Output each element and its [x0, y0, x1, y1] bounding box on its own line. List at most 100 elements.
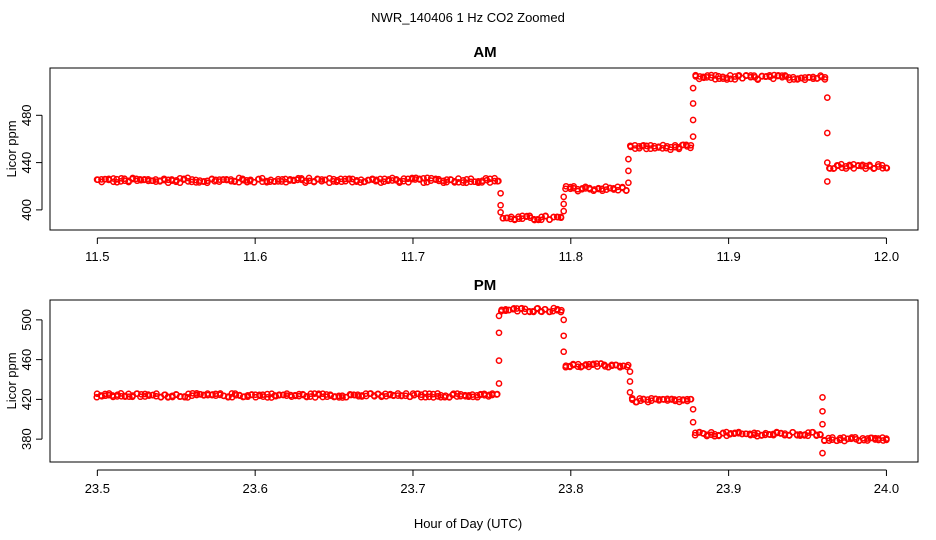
panel-pm-frame [49, 299, 919, 463]
data-point [537, 216, 545, 224]
data-point [655, 396, 663, 403]
data-point [793, 431, 801, 439]
data-point [149, 391, 156, 399]
data-point [275, 391, 283, 399]
transition-point [560, 200, 568, 208]
y-tick-label: 380 [19, 428, 34, 450]
data-point [476, 391, 484, 399]
transition-point [626, 368, 634, 375]
data-point [459, 179, 467, 186]
transition-point [495, 312, 503, 320]
data-point [623, 363, 631, 371]
data-point [731, 429, 739, 437]
data-point [231, 178, 239, 185]
data-point [523, 212, 531, 220]
transition-point [626, 389, 634, 396]
data-point [200, 178, 208, 186]
data-point [315, 390, 323, 398]
data-point [601, 363, 609, 370]
x-tick-label: 11.6 [243, 249, 267, 264]
data-point [388, 177, 396, 184]
data-point [498, 306, 505, 314]
transition-point [626, 378, 634, 385]
data-point [750, 72, 758, 79]
data-point [263, 390, 271, 398]
data-point [668, 396, 675, 403]
data-point [110, 175, 117, 182]
data-point [603, 186, 610, 193]
data-point [341, 175, 349, 183]
data-point [675, 395, 683, 403]
transition-point [823, 94, 831, 101]
data-point [608, 361, 616, 369]
data-point [101, 175, 109, 183]
data-point [727, 430, 735, 437]
data-point [758, 73, 766, 80]
panel-am-y-axis: 400 440 480 [19, 104, 43, 221]
transition-point [625, 167, 632, 175]
data-point [414, 390, 422, 398]
panel-am-ylabel: Licor ppm [4, 120, 19, 177]
y-tick-label: 400 [19, 199, 34, 221]
transition-point [823, 129, 831, 137]
x-tick-label: 23.9 [716, 481, 741, 496]
data-point [319, 390, 327, 398]
data-point [491, 177, 499, 185]
data-point [136, 175, 144, 183]
data-point [862, 162, 870, 170]
data-point [283, 390, 291, 397]
data-point [502, 306, 510, 313]
y-tick-label: 420 [19, 389, 34, 411]
transition-point [823, 178, 831, 185]
data-point [683, 143, 691, 150]
data-point [471, 178, 479, 186]
data-point [538, 213, 545, 221]
data-point [404, 175, 412, 183]
data-point [542, 212, 549, 220]
data-point [98, 176, 105, 183]
data-point [101, 390, 109, 398]
y-tick-label: 440 [19, 152, 34, 174]
data-point [735, 429, 742, 437]
data-point [851, 433, 859, 441]
data-point [232, 391, 240, 399]
x-tick-label: 23.6 [243, 481, 268, 496]
x-tick-label: 23.8 [558, 481, 583, 496]
data-point [550, 213, 558, 221]
data-point [804, 432, 812, 440]
x-tick-label: 12.0 [874, 249, 899, 264]
data-point [351, 391, 359, 399]
data-point [420, 179, 428, 187]
data-point [416, 176, 423, 183]
chart-suptitle: NWR_140406 1 Hz CO2 Zoomed [371, 10, 565, 25]
transition-point [689, 116, 697, 124]
data-point [593, 360, 601, 367]
data-point [652, 395, 659, 403]
transition-point [495, 357, 503, 364]
data-point [286, 176, 294, 183]
data-point [790, 76, 798, 83]
data-point [318, 177, 326, 185]
panel-am-frame [49, 67, 919, 231]
data-point [821, 76, 829, 83]
data-point [545, 308, 553, 316]
data-point [707, 71, 715, 79]
data-point [854, 161, 862, 169]
data-point [643, 145, 650, 153]
data-point [377, 179, 385, 186]
transition-point [819, 420, 826, 428]
data-point [305, 174, 313, 182]
data-point [279, 391, 287, 399]
panel-pm: PM 23.5 23.6 23.7 23.8 23.9 24.0 380 420 460 500… [4, 277, 919, 496]
data-point [557, 308, 565, 316]
data-point [557, 214, 565, 222]
data-point [731, 76, 739, 83]
panel-pm-title: PM [474, 277, 497, 294]
x-tick-label: 11.9 [716, 249, 740, 264]
data-point [879, 164, 887, 172]
data-point [216, 176, 223, 183]
data-point [118, 392, 125, 400]
panel-pm-ylabel: Licor ppm [4, 352, 19, 409]
data-point [125, 393, 133, 401]
